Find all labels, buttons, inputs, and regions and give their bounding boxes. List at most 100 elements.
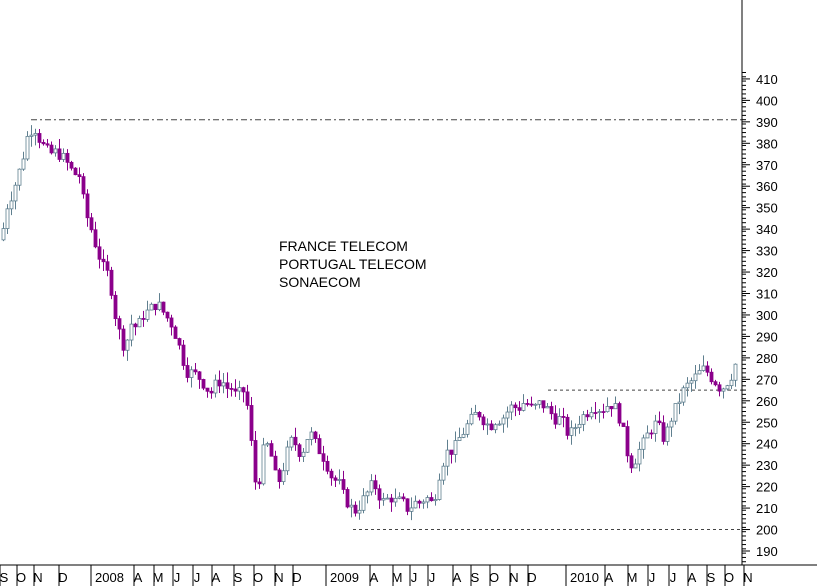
candle-up bbox=[597, 411, 602, 413]
candle-down bbox=[477, 412, 482, 418]
candle-down bbox=[649, 432, 654, 435]
candle-up bbox=[137, 318, 142, 328]
x-axis: S O N D 2008 A M J J A S O N D 2009 A M J J A S O N D 2010 A M J J A S… bbox=[0, 565, 753, 586]
y-tick-label: 240 bbox=[756, 437, 778, 452]
candle-up bbox=[641, 437, 646, 450]
candle-down bbox=[105, 261, 110, 271]
reference-lines bbox=[31, 119, 742, 531]
candle-down bbox=[249, 405, 254, 441]
x-tick-label: M bbox=[153, 570, 164, 585]
candle-down bbox=[373, 480, 378, 490]
candle-up bbox=[25, 135, 30, 160]
candle-down bbox=[321, 453, 326, 462]
candle-down bbox=[329, 470, 334, 479]
candle-up bbox=[509, 404, 514, 413]
candle-up bbox=[125, 339, 130, 351]
candle-down bbox=[101, 258, 106, 263]
candle-up bbox=[581, 414, 586, 425]
candle-up bbox=[337, 479, 342, 481]
candle-up bbox=[433, 499, 438, 502]
candle-down bbox=[629, 455, 634, 469]
candle-up bbox=[533, 403, 538, 406]
candle-up bbox=[441, 465, 446, 481]
candle-up bbox=[557, 416, 562, 425]
candle-down bbox=[177, 338, 182, 346]
candle-down bbox=[377, 488, 382, 501]
candle-down bbox=[617, 403, 622, 424]
candle-down bbox=[709, 371, 714, 383]
candle-down bbox=[57, 148, 62, 160]
y-tick-label: 230 bbox=[756, 458, 778, 473]
candle-down bbox=[225, 382, 230, 389]
candle-up bbox=[285, 446, 290, 472]
candle-down bbox=[69, 161, 74, 169]
candle-up bbox=[613, 403, 618, 410]
title-line-3: SONAECOM bbox=[279, 274, 361, 290]
candle-down bbox=[313, 431, 318, 439]
candle-down bbox=[661, 422, 666, 442]
candle-down bbox=[405, 498, 410, 512]
candle-down bbox=[141, 318, 146, 320]
candle-down bbox=[217, 379, 222, 387]
candle-up bbox=[569, 427, 574, 436]
x-tick-label: A bbox=[134, 570, 143, 585]
candle-down bbox=[549, 406, 554, 415]
x-tick-label: S bbox=[234, 570, 243, 585]
candle-down bbox=[245, 391, 250, 406]
candle-up bbox=[725, 385, 730, 390]
candle-up bbox=[425, 497, 430, 503]
candle-up bbox=[457, 437, 462, 441]
x-tick-label: J bbox=[670, 570, 677, 585]
y-tick-label: 330 bbox=[756, 244, 778, 259]
candle-up bbox=[697, 370, 702, 375]
x-tick-label: N bbox=[509, 570, 518, 585]
candle-up bbox=[577, 423, 582, 429]
candle-up bbox=[393, 497, 398, 503]
candle-down bbox=[621, 422, 626, 427]
title-line-2: PORTUGAL TELECOM bbox=[279, 256, 427, 272]
candle-down bbox=[429, 497, 434, 502]
candle-down bbox=[205, 387, 210, 392]
candle-down bbox=[717, 384, 722, 392]
x-tick-label: N bbox=[33, 570, 42, 585]
candle-up bbox=[733, 363, 738, 381]
x-tick-label: 2009 bbox=[330, 570, 359, 585]
candle-down bbox=[65, 152, 70, 163]
candle-down bbox=[353, 504, 358, 514]
candle-down bbox=[229, 388, 234, 390]
candle-down bbox=[489, 423, 494, 431]
candle-up bbox=[29, 134, 34, 137]
candle-up bbox=[633, 463, 638, 469]
candle-down bbox=[273, 455, 278, 471]
y-tick-label: 250 bbox=[756, 415, 778, 430]
candle-down bbox=[277, 469, 282, 483]
y-tick-label: 400 bbox=[756, 93, 778, 108]
candle-up bbox=[385, 497, 390, 500]
candle-down bbox=[173, 326, 178, 339]
x-tick-label: A bbox=[453, 570, 462, 585]
x-tick-label: 2008 bbox=[95, 570, 124, 585]
candle-up bbox=[653, 420, 658, 434]
y-tick-label: 190 bbox=[756, 544, 778, 559]
y-tick-label: 380 bbox=[756, 136, 778, 151]
candle-up bbox=[681, 387, 686, 403]
x-tick-label: O bbox=[489, 570, 499, 585]
candle-down bbox=[193, 369, 198, 373]
candle-down bbox=[513, 404, 518, 409]
x-tick-label: M bbox=[627, 570, 638, 585]
candle-down bbox=[657, 420, 662, 424]
candle-up bbox=[365, 491, 370, 497]
title-line-1: FRANCE TELECOM bbox=[279, 238, 408, 254]
candle-down bbox=[77, 174, 82, 178]
y-axis: 190 200 210 220 230 240 250 260 270 280 290 300 310 3… bbox=[742, 72, 778, 563]
candle-up bbox=[265, 443, 270, 446]
candle-down bbox=[345, 489, 350, 508]
candle-down bbox=[185, 365, 190, 378]
candle-down bbox=[49, 144, 54, 154]
candle-down bbox=[585, 414, 590, 418]
candle-down bbox=[269, 443, 274, 457]
candle-up bbox=[409, 507, 414, 512]
candle-down bbox=[705, 365, 710, 373]
candle-up bbox=[301, 451, 306, 457]
